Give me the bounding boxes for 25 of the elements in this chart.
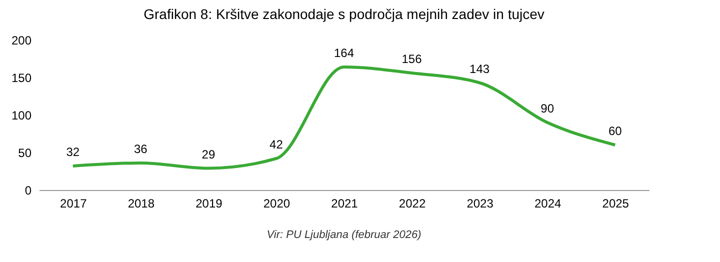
data-label: 60 bbox=[608, 124, 622, 138]
data-label: 156 bbox=[402, 52, 422, 66]
data-label: 29 bbox=[202, 147, 216, 162]
data-label: 42 bbox=[270, 138, 284, 152]
x-tick-label: 2017 bbox=[60, 196, 88, 210]
chart-title: Grafikon 8: Kršitve zakonodaje s področja mejnih zadev in tujcev bbox=[144, 6, 544, 22]
data-label: 90 bbox=[540, 102, 554, 116]
x-tick-label: 2023 bbox=[466, 196, 494, 210]
y-tick-label: 150 bbox=[11, 71, 32, 85]
data-label: 36 bbox=[134, 142, 148, 156]
data-label: 32 bbox=[66, 145, 80, 159]
x-tick-label: 2020 bbox=[263, 196, 290, 210]
x-tick-label: 2025 bbox=[602, 196, 630, 210]
x-tick-label: 2019 bbox=[196, 196, 223, 210]
data-label: 143 bbox=[470, 62, 490, 76]
x-tick-label: 2024 bbox=[534, 196, 562, 210]
x-tick-label: 2021 bbox=[331, 196, 358, 210]
text: Vir: PU Ljubljana (februar 2026) bbox=[266, 229, 422, 241]
data-label: 164 bbox=[334, 46, 354, 60]
y-tick-label: 0 bbox=[24, 184, 32, 198]
y-tick-label: 50 bbox=[18, 146, 32, 160]
x-tick-label: 2022 bbox=[398, 196, 426, 210]
y-tick-label: 100 bbox=[11, 108, 32, 122]
x-tick-label: 2018 bbox=[128, 196, 155, 210]
y-tick-label: 200 bbox=[11, 34, 32, 48]
